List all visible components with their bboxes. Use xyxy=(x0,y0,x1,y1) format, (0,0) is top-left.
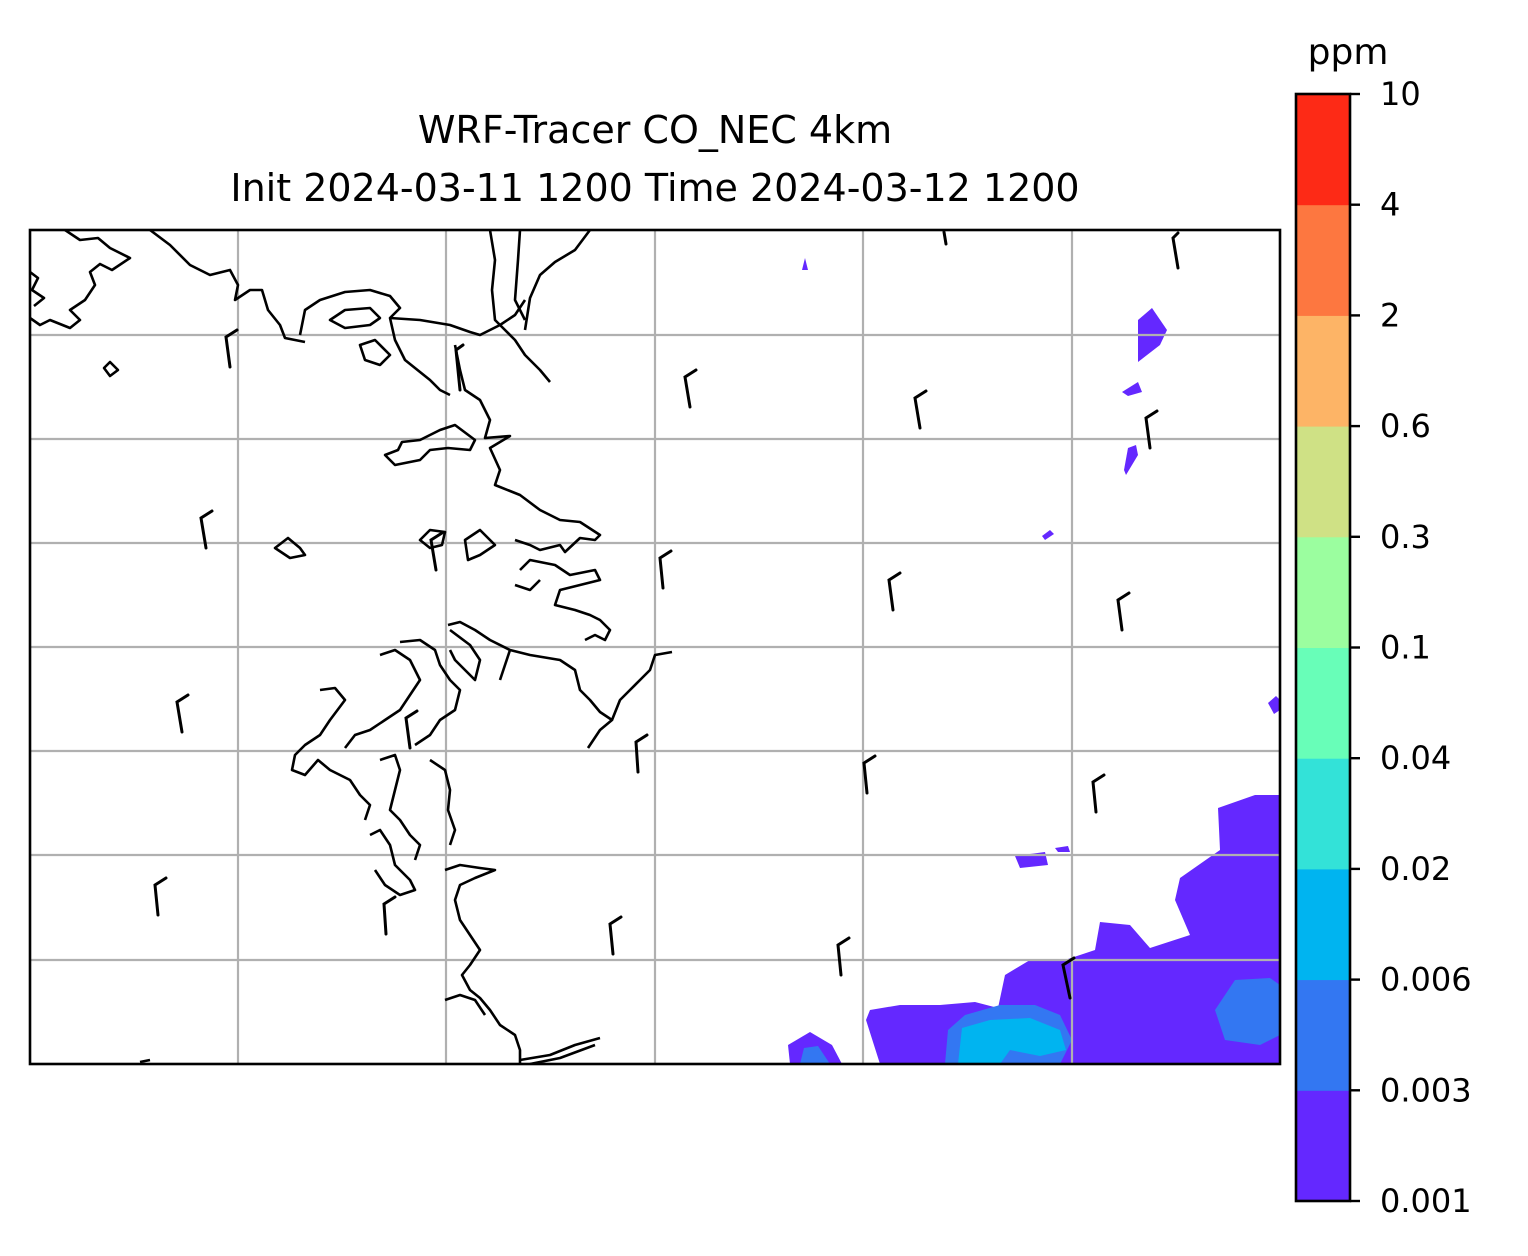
wind-barb xyxy=(862,754,877,795)
colorbar-tick-label: 0.006 xyxy=(1380,961,1472,999)
coastlines xyxy=(30,230,673,1064)
wind-barb xyxy=(175,693,190,734)
contour-0.001-blob-8 xyxy=(1268,696,1280,714)
wind-barb xyxy=(1171,231,1180,270)
coastline-island-1 xyxy=(273,536,307,560)
colorbar-tick-label: 0.04 xyxy=(1380,739,1451,777)
coastline-northwest xyxy=(30,230,132,330)
colorbar-tick-label: 0.003 xyxy=(1380,1071,1472,1109)
coastline-peninsula-2 xyxy=(463,528,497,562)
colorbar-band xyxy=(1296,536,1350,648)
colorbar-unit: ppm xyxy=(1308,32,1389,73)
contour-0.001-blob-5 xyxy=(1124,445,1138,475)
coastline-peninsula-3 xyxy=(519,558,612,642)
gridlines xyxy=(30,230,1280,1064)
colorbar-band xyxy=(1296,426,1350,538)
wind-barb xyxy=(1116,591,1131,632)
wind-barb xyxy=(1144,409,1159,450)
coastline-north-inlet xyxy=(298,288,451,397)
coastline-mid-bay xyxy=(447,620,614,749)
coastline-south-tip-2 xyxy=(529,1043,596,1064)
coastline-west-shore-2 xyxy=(399,638,462,747)
colorbar-band xyxy=(1296,868,1350,981)
coastline-south-river-2 xyxy=(444,993,487,1016)
coastline-west-shore-3 xyxy=(448,628,482,682)
coastline-west-shore xyxy=(343,648,422,749)
contour-0.001-blob-7 xyxy=(802,258,808,270)
colorbar-band xyxy=(1296,647,1350,759)
wind-barb xyxy=(454,343,465,392)
wind-barb xyxy=(942,230,948,246)
map-subtitle: Init 2024-03-11 1200 Time 2024-03-12 120… xyxy=(230,166,1080,210)
colorbar-band xyxy=(1296,1090,1350,1202)
colorbar-band xyxy=(1296,758,1350,870)
wind-barb xyxy=(382,895,397,936)
colorbar-band xyxy=(1296,315,1350,427)
coastline-south-west xyxy=(139,1058,151,1064)
wind-barbs xyxy=(153,230,1180,1000)
colorbar-band xyxy=(1296,94,1350,206)
coastline-peninsula-4 xyxy=(514,579,541,592)
wind-barb xyxy=(153,876,168,917)
coastline-inner-bay xyxy=(389,299,527,337)
colorbar-tick-label: 0.001 xyxy=(1380,1182,1472,1220)
coastline-lower-2 xyxy=(379,753,422,861)
wind-barb xyxy=(887,571,902,612)
coastline-main xyxy=(453,344,602,554)
coastline-mid-bay-2 xyxy=(610,650,673,721)
wind-barb xyxy=(634,733,649,774)
map-panel xyxy=(30,230,1280,1064)
coastline-river-north-3 xyxy=(523,230,592,331)
coastline-lower xyxy=(290,686,372,821)
colorbar-tick-label: 4 xyxy=(1380,186,1400,224)
colorbar-tick-label: 2 xyxy=(1380,296,1400,334)
contour-0.006-southeast xyxy=(958,1018,1066,1064)
coastline-northwest-2 xyxy=(30,270,46,308)
coastline-neck-1 xyxy=(383,423,477,467)
coastline-north-island-2 xyxy=(358,338,392,367)
contour-0.001-southeast xyxy=(866,795,1280,1064)
wind-barb xyxy=(658,549,673,590)
colorbar-tick-label: 0.1 xyxy=(1380,629,1431,667)
wind-barb xyxy=(1061,956,1076,1000)
wind-barb xyxy=(1091,773,1106,814)
contour-0.001-blob-6 xyxy=(1042,530,1054,540)
wind-barb xyxy=(224,328,239,369)
coastline-north-bay xyxy=(149,230,306,344)
colorbar-tick-label: 10 xyxy=(1380,75,1421,113)
coastline-lower-3 xyxy=(429,758,457,846)
wind-barb xyxy=(913,389,928,430)
contour-0.003-east xyxy=(1215,978,1280,1045)
coastline-lower-4 xyxy=(369,828,417,897)
coastline-river-north-2 xyxy=(513,230,527,321)
coastline-river-north xyxy=(488,230,551,383)
map-frame xyxy=(28,228,1282,1066)
wind-barb xyxy=(836,936,851,977)
wind-barb xyxy=(683,368,698,409)
colorbar: 0.001 0.003 0.006 0.02 0.04 0.1 0.3 0.6 2 4 10 xyxy=(1294,75,1472,1220)
contour-0.001-blob-4 xyxy=(1122,382,1142,396)
colorbar-band xyxy=(1296,979,1350,1091)
colorbar-tick-label: 0.02 xyxy=(1380,850,1451,888)
map-title: WRF-Tracer CO_NEC 4km xyxy=(417,108,893,152)
contour-0.003-south xyxy=(800,1046,830,1064)
coastline-mid-bay-3 xyxy=(498,649,512,681)
colorbar-tick-label: 0.3 xyxy=(1380,518,1431,556)
colorbar-tick-label: 0.6 xyxy=(1380,407,1431,445)
wind-barb xyxy=(199,509,214,550)
coastline-north-island xyxy=(328,306,382,330)
wind-barb xyxy=(608,915,623,956)
contour-0.001-blob-2 xyxy=(1055,846,1070,852)
wind-barb xyxy=(404,709,419,750)
colorbar-band xyxy=(1296,204,1350,316)
wind-barb xyxy=(429,531,444,572)
coastline-south-tip xyxy=(519,1036,601,1062)
tracer-contours xyxy=(788,258,1280,1064)
coastline-island-2 xyxy=(102,360,120,378)
coastline-south-river xyxy=(444,863,522,1064)
